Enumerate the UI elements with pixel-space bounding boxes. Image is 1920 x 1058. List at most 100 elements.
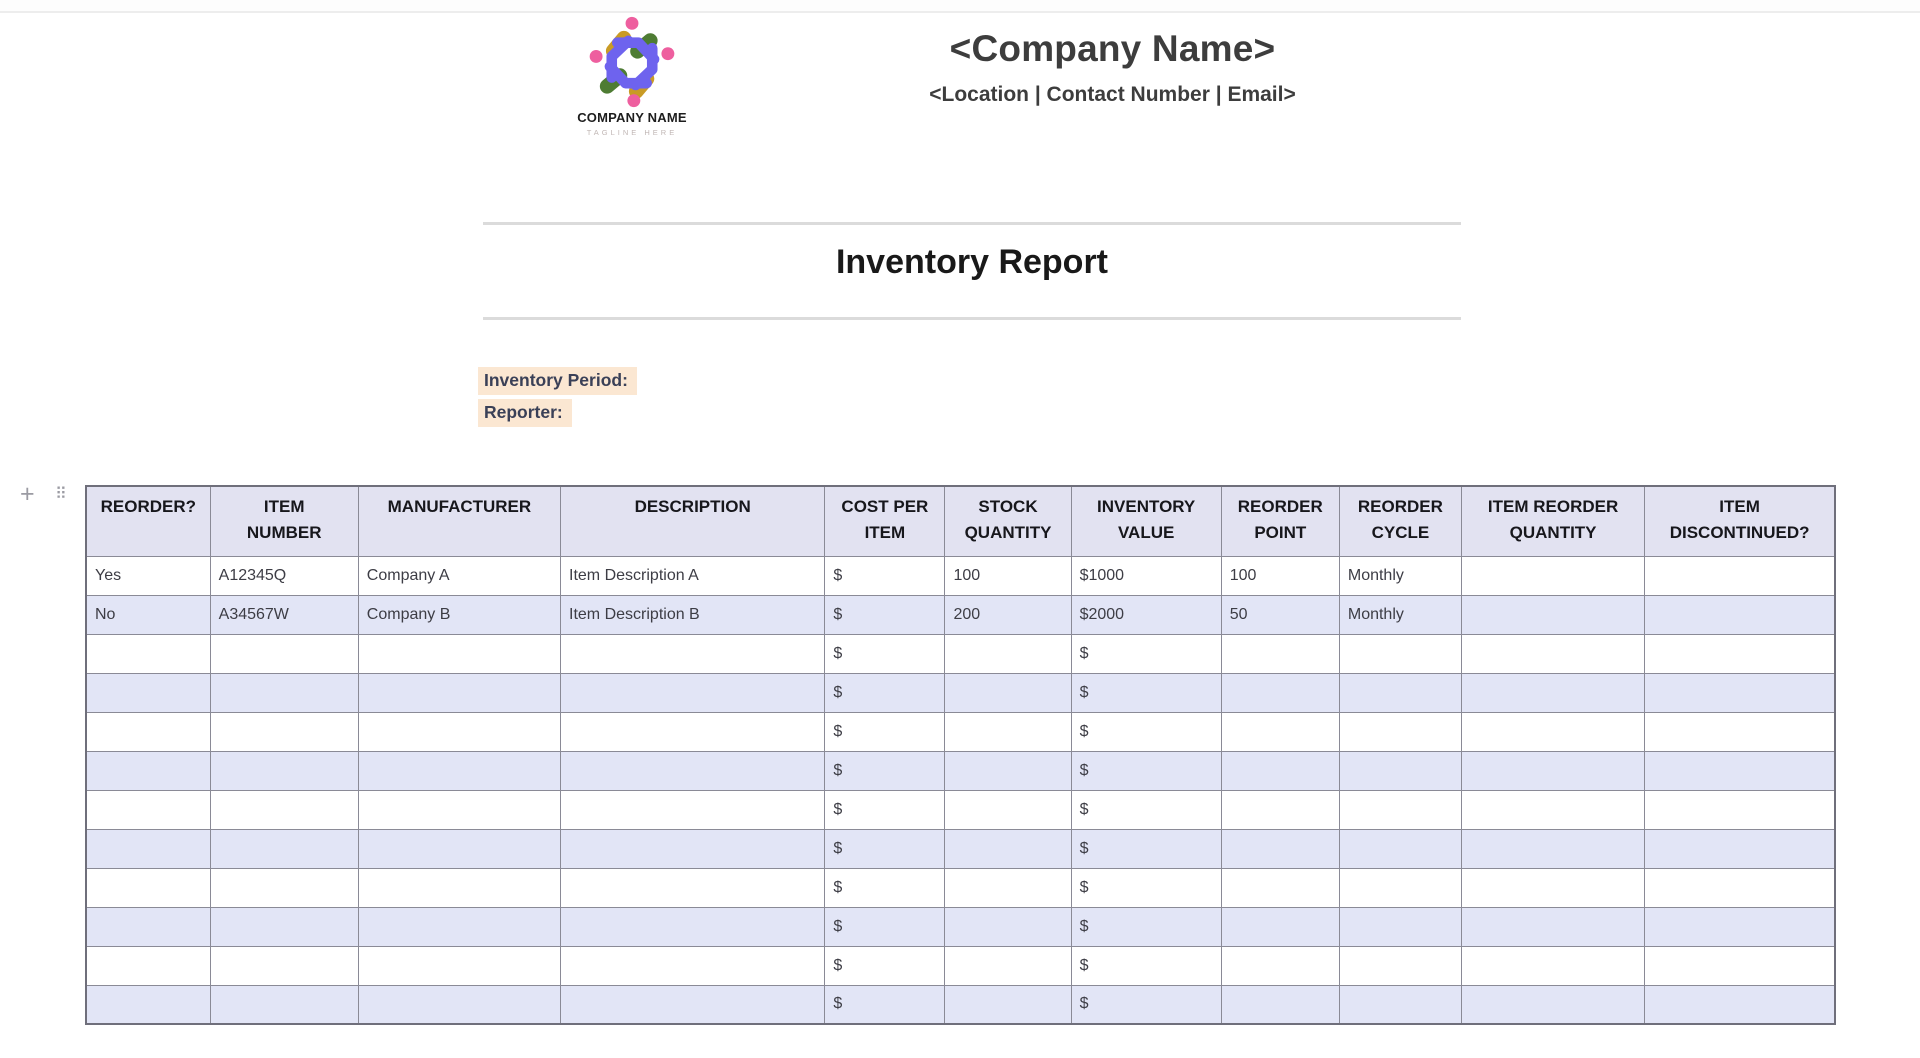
table-cell[interactable]: Yes — [85, 555, 211, 596]
table-cell[interactable] — [944, 750, 1072, 791]
column-header[interactable]: REORDER? — [85, 485, 211, 557]
table-cell[interactable]: $ — [1070, 672, 1222, 713]
table-cell[interactable] — [1460, 672, 1646, 713]
table-cell[interactable]: $ — [824, 672, 946, 713]
table-cell[interactable] — [1644, 867, 1836, 908]
table-cell[interactable]: $2000 — [1070, 594, 1222, 635]
table-cell[interactable] — [1644, 750, 1836, 791]
table-cell[interactable] — [944, 867, 1072, 908]
table-cell[interactable] — [85, 828, 211, 869]
table-cell[interactable]: $ — [1070, 750, 1222, 791]
table-cell[interactable]: $ — [824, 633, 946, 674]
table-cell[interactable] — [1338, 984, 1462, 1025]
table-cell[interactable] — [944, 711, 1072, 752]
table-cell[interactable] — [209, 828, 359, 869]
table-cell[interactable] — [1644, 594, 1836, 635]
table-cell[interactable] — [209, 789, 359, 830]
column-header[interactable]: ITEM DISCONTINUED? — [1644, 485, 1836, 557]
table-cell[interactable]: 200 — [944, 594, 1072, 635]
table-cell[interactable] — [1338, 789, 1462, 830]
table-cell[interactable] — [1220, 984, 1340, 1025]
table-cell[interactable] — [1460, 750, 1646, 791]
table-cell[interactable]: 100 — [944, 555, 1072, 596]
table-cell[interactable] — [1338, 828, 1462, 869]
table-cell[interactable] — [85, 750, 211, 791]
table-cell[interactable] — [1460, 906, 1646, 947]
table-cell[interactable] — [357, 750, 562, 791]
column-header[interactable]: REORDER CYCLE — [1338, 485, 1462, 557]
table-cell[interactable] — [1220, 945, 1340, 986]
table-cell[interactable]: Item Description B — [560, 594, 826, 635]
table-cell[interactable]: A12345Q — [209, 555, 359, 596]
table-cell[interactable]: $ — [824, 594, 946, 635]
reporter-field[interactable]: Reporter: — [478, 399, 572, 427]
table-cell[interactable] — [1644, 945, 1836, 986]
table-cell[interactable] — [1220, 750, 1340, 791]
table-cell[interactable] — [560, 828, 826, 869]
table-cell[interactable] — [209, 672, 359, 713]
table-cell[interactable]: A34567W — [209, 594, 359, 635]
table-cell[interactable]: Monthly — [1338, 555, 1462, 596]
table-cell[interactable] — [944, 672, 1072, 713]
table-cell[interactable]: $ — [824, 750, 946, 791]
table-cell[interactable] — [85, 984, 211, 1025]
table-cell[interactable] — [357, 672, 562, 713]
table-cell[interactable]: $ — [1070, 828, 1222, 869]
table-cell[interactable] — [560, 711, 826, 752]
table-cell[interactable] — [357, 633, 562, 674]
table-cell[interactable] — [1338, 633, 1462, 674]
table-cell[interactable] — [85, 906, 211, 947]
table-cell[interactable]: $ — [824, 789, 946, 830]
table-cell[interactable] — [85, 867, 211, 908]
table-cell[interactable] — [209, 633, 359, 674]
table-cell[interactable]: 100 — [1220, 555, 1340, 596]
inventory-period-field[interactable]: Inventory Period: — [478, 367, 637, 395]
table-cell[interactable] — [1460, 711, 1646, 752]
table-cell[interactable]: $ — [824, 945, 946, 986]
table-cell[interactable]: $ — [1070, 984, 1222, 1025]
document-title[interactable]: Inventory Report — [835, 243, 1109, 281]
table-cell[interactable]: $ — [1070, 633, 1222, 674]
table-cell[interactable] — [1460, 828, 1646, 869]
letterhead-contact-line[interactable]: <Location | Contact Number | Email> — [929, 83, 1296, 106]
table-cell[interactable] — [1644, 555, 1836, 596]
table-cell[interactable] — [1644, 789, 1836, 830]
column-header[interactable]: MANUFACTURER — [357, 485, 562, 557]
table-cell[interactable] — [560, 906, 826, 947]
table-cell[interactable] — [1460, 789, 1646, 830]
table-cell[interactable] — [85, 633, 211, 674]
table-cell[interactable] — [209, 984, 359, 1025]
table-cell[interactable] — [1644, 828, 1836, 869]
table-cell[interactable] — [560, 750, 826, 791]
table-cell[interactable]: $ — [824, 984, 946, 1025]
table-cell[interactable]: $ — [1070, 867, 1222, 908]
table-cell[interactable] — [1644, 672, 1836, 713]
column-header[interactable]: ITEM REORDER QUANTITY — [1460, 485, 1646, 557]
table-cell[interactable] — [944, 984, 1072, 1025]
table-cell[interactable] — [1220, 672, 1340, 713]
table-cell[interactable] — [209, 750, 359, 791]
table-cell[interactable] — [560, 984, 826, 1025]
table-cell[interactable]: 50 — [1220, 594, 1340, 635]
table-cell[interactable] — [560, 633, 826, 674]
table-cell[interactable] — [944, 633, 1072, 674]
table-cell[interactable] — [944, 945, 1072, 986]
table-cell[interactable]: Company A — [357, 555, 562, 596]
table-cell[interactable] — [1644, 906, 1836, 947]
table-cell[interactable]: $ — [824, 867, 946, 908]
table-cell[interactable] — [357, 945, 562, 986]
table-cell[interactable]: $ — [1070, 789, 1222, 830]
table-cell[interactable] — [1644, 633, 1836, 674]
table-cell[interactable] — [209, 711, 359, 752]
table-cell[interactable] — [1338, 711, 1462, 752]
table-cell[interactable] — [1338, 867, 1462, 908]
table-cell[interactable]: $ — [824, 555, 946, 596]
table-cell[interactable] — [560, 867, 826, 908]
table-cell[interactable] — [357, 789, 562, 830]
table-cell[interactable]: Monthly — [1338, 594, 1462, 635]
table-cell[interactable] — [1220, 828, 1340, 869]
table-cell[interactable] — [357, 867, 562, 908]
table-cell[interactable] — [1460, 633, 1646, 674]
table-cell[interactable] — [944, 828, 1072, 869]
table-cell[interactable] — [357, 711, 562, 752]
